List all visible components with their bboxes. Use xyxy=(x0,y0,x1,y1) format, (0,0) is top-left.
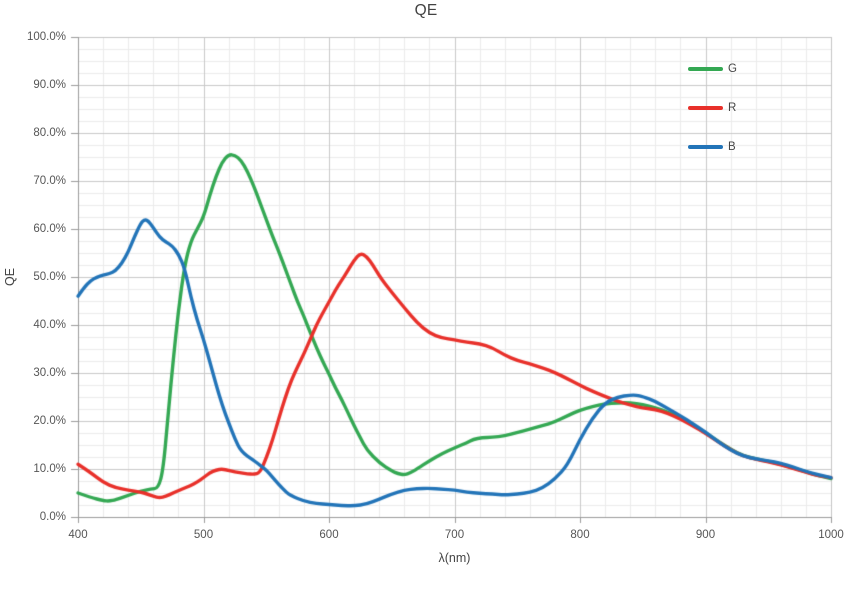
legend-label-r: R xyxy=(728,101,737,114)
x-tick-label: 700 xyxy=(444,529,465,541)
y-tick-label: 0.0% xyxy=(39,511,66,523)
x-tick-label: 800 xyxy=(570,529,590,541)
y-tick-label: 20.0% xyxy=(33,415,66,427)
x-tick-label: 900 xyxy=(695,529,716,541)
legend-label-b: B xyxy=(728,140,736,153)
y-tick-label: 50.0% xyxy=(33,271,66,283)
y-tick-label: 80.0% xyxy=(33,127,66,139)
y-tick-label: 90.0% xyxy=(33,79,66,91)
legend-label-g: G xyxy=(728,62,737,75)
x-tick-label: 1000 xyxy=(818,529,844,541)
legend-line-swatch-r xyxy=(688,105,723,110)
chart-title: QE xyxy=(414,2,438,19)
legend-line-swatch-g xyxy=(688,66,723,71)
legend-item-g: G xyxy=(688,60,737,77)
y-tick-label: 10.0% xyxy=(33,463,66,475)
chart-legend: G R B xyxy=(688,60,737,177)
legend-item-b: B xyxy=(688,138,737,155)
legend-item-r: R xyxy=(688,99,737,116)
y-tick-label: 70.0% xyxy=(33,175,66,187)
y-tick-label: 100.0% xyxy=(26,31,66,43)
legend-line-swatch-b xyxy=(688,144,723,149)
y-tick-label: 40.0% xyxy=(33,319,66,331)
x-axis-title: λ(nm) xyxy=(438,551,471,565)
x-tick-label: 500 xyxy=(193,529,214,541)
x-tick-label: 400 xyxy=(68,529,88,541)
y-tick-label: 60.0% xyxy=(33,223,66,235)
x-tick-label: 600 xyxy=(319,529,339,541)
y-tick-label: 30.0% xyxy=(33,367,66,379)
